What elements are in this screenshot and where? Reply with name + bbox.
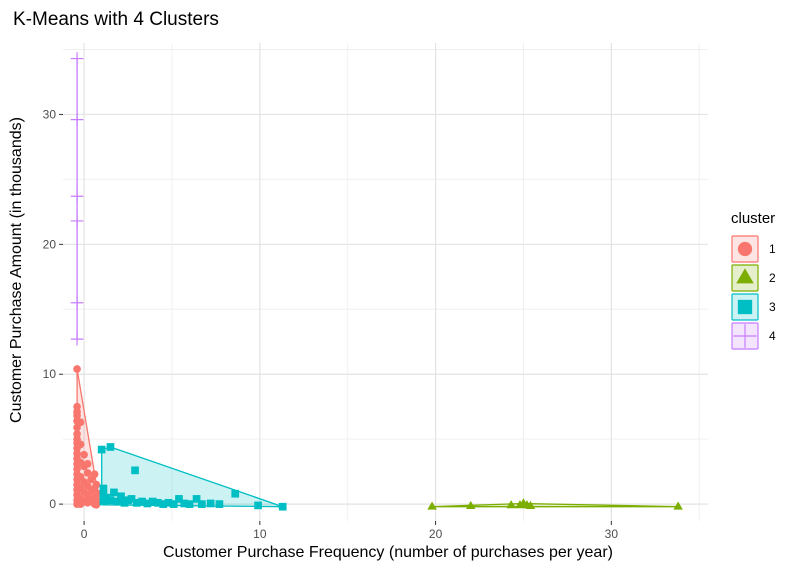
cluster-3-point — [169, 500, 178, 508]
legend-label-1: 1 — [769, 242, 776, 256]
y-tick-label: 0 — [49, 497, 56, 511]
legend-marker-4 — [733, 324, 757, 348]
cluster-1-point — [80, 450, 88, 459]
cluster-3-point — [143, 499, 152, 508]
cluster-2-point — [427, 501, 437, 510]
cluster-3-point — [106, 443, 115, 451]
cluster-3-point — [180, 499, 189, 508]
cluster-2-point — [525, 500, 536, 509]
legend-label-3: 3 — [769, 300, 776, 314]
plot-panel — [63, 43, 708, 521]
y-axis-title: Customer Purchase Amount (in thousands) — [8, 117, 25, 423]
cluster-3-point — [278, 502, 287, 511]
cluster-1-point — [83, 469, 92, 477]
cluster-3-point — [231, 489, 240, 498]
cluster-3-point — [106, 496, 115, 505]
cluster-4-point — [70, 113, 84, 126]
cluster-1-point — [76, 418, 85, 427]
cluster-3-point — [206, 499, 215, 508]
cluster-2-point — [506, 500, 516, 509]
legend-label-4: 4 — [769, 329, 776, 343]
grid-lines — [63, 43, 708, 521]
cluster-3-point — [113, 497, 122, 506]
chart-title: K-Means with 4 Clusters — [13, 9, 219, 30]
cluster-3-point — [215, 500, 224, 508]
y-tick-label: 20 — [43, 237, 57, 251]
cluster-3-point — [164, 498, 173, 507]
cluster-3-point — [138, 497, 146, 506]
cluster-1-point — [83, 459, 92, 468]
x-axis-title: Customer Purchase Frequency (number of p… — [163, 544, 613, 561]
cluster-1-point — [76, 440, 85, 449]
cluster-2-point — [673, 501, 683, 510]
cluster-points — [70, 52, 683, 511]
cluster-1-point — [73, 365, 81, 373]
y-tick-label: 30 — [43, 107, 57, 121]
axis-ticks: 0 10 20 30 0 10 20 30 — [43, 107, 619, 541]
legend-label-2: 2 — [769, 271, 776, 285]
cluster-4-point — [70, 214, 84, 228]
cluster-1-point — [92, 480, 101, 489]
cluster-2-point — [466, 500, 476, 509]
cluster-1-point — [92, 500, 101, 509]
cluster-4-point — [70, 52, 84, 65]
cluster-3-point — [154, 498, 162, 507]
x-tick-label: 0 — [81, 527, 88, 541]
cluster-3-point — [97, 445, 106, 454]
legend-marker-2 — [736, 268, 754, 284]
cluster-3-point — [132, 498, 141, 507]
cluster-3-point — [110, 488, 118, 497]
cluster-1-point — [90, 470, 99, 479]
y-tick-label: 10 — [43, 367, 57, 381]
cluster-3-point — [99, 484, 108, 493]
cluster-3-point — [197, 500, 206, 508]
x-tick-label: 30 — [605, 527, 619, 541]
cluster-3-point — [192, 495, 201, 503]
cluster-3-point — [131, 466, 139, 475]
legend-marker-3 — [737, 299, 753, 315]
cluster-3-point — [185, 500, 194, 508]
x-tick-label: 20 — [429, 527, 443, 541]
cluster-3-point — [148, 497, 157, 506]
cluster-4-point — [70, 189, 84, 203]
cluster-3-point — [159, 500, 168, 508]
cluster-3-point — [175, 495, 183, 503]
cluster-3-point — [254, 501, 262, 510]
cluster-3-point — [127, 495, 136, 503]
legend: cluster 1 2 3 4 — [731, 210, 776, 350]
cluster-4-point — [70, 296, 84, 310]
legend-title: cluster — [731, 210, 775, 227]
cluster-3-point — [117, 492, 125, 501]
legend-marker-1 — [737, 241, 753, 257]
x-tick-label: 10 — [253, 527, 267, 541]
cluster-3-point — [99, 497, 108, 506]
cluster-4-point — [70, 332, 84, 346]
